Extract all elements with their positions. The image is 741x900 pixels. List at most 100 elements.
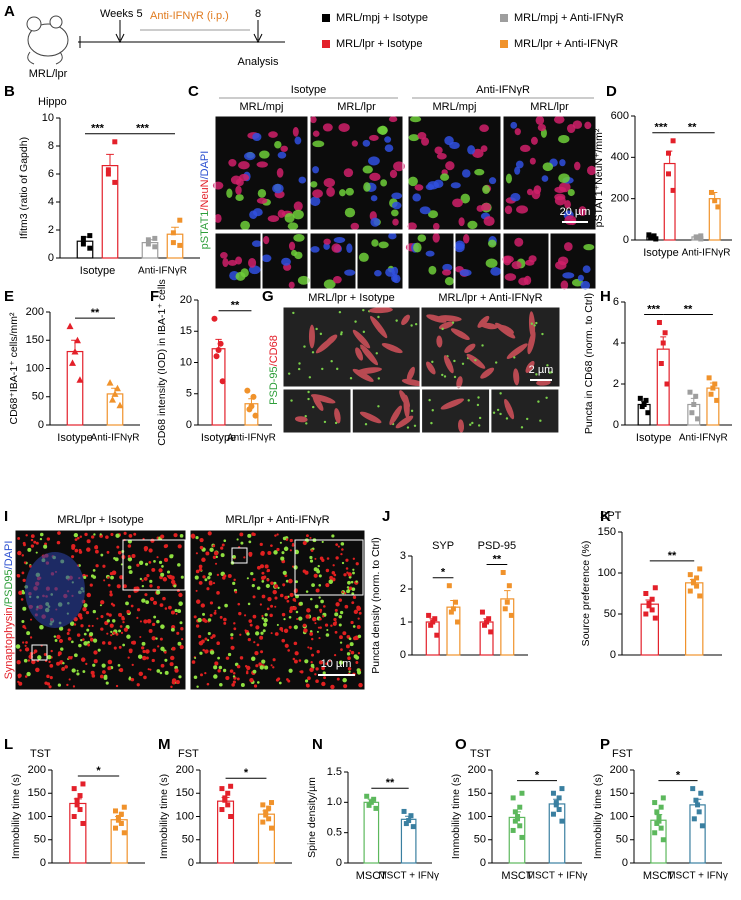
data-point [645, 410, 651, 416]
microglia-process [437, 315, 462, 322]
group-label: Anti-IFNγR [679, 433, 728, 444]
data-point [152, 244, 158, 250]
cell [433, 179, 444, 188]
punctum [279, 593, 284, 598]
punctum [316, 630, 319, 633]
punctum [160, 646, 165, 651]
punctum [95, 564, 99, 568]
synapse-punctum [535, 321, 538, 325]
punctum [146, 574, 150, 578]
micrograph-border [214, 115, 309, 231]
y-tick-label: 100 [28, 810, 46, 822]
punctum [247, 602, 251, 606]
data-point [715, 204, 721, 210]
cell [572, 120, 583, 129]
data-point [691, 816, 697, 822]
punctum [197, 617, 202, 623]
cell [414, 184, 424, 191]
punctum [116, 545, 120, 549]
punctum [148, 548, 153, 553]
cell [368, 156, 380, 166]
punctum [352, 625, 356, 628]
synapse-punctum [413, 424, 417, 427]
punctum [74, 538, 78, 542]
microglia-process [294, 416, 308, 423]
punctum [156, 556, 159, 559]
cell [358, 252, 369, 262]
synapse-punctum [362, 308, 365, 312]
punctum [293, 565, 298, 570]
punctum [44, 542, 48, 546]
punctum [92, 638, 98, 643]
punctum [276, 623, 279, 627]
punctum [99, 674, 104, 679]
punctum [21, 591, 25, 595]
panel-letter: H [600, 288, 611, 305]
cell [440, 173, 450, 181]
punctum [49, 676, 53, 680]
punctum [161, 565, 164, 568]
punctum [343, 684, 348, 689]
cell [235, 185, 242, 195]
punctum [113, 556, 116, 560]
cell [461, 169, 471, 178]
cell [577, 274, 584, 282]
punctum [35, 551, 38, 554]
punctum [46, 682, 51, 686]
micrograph-border [14, 529, 187, 691]
punctum [309, 559, 314, 563]
punctum [170, 655, 175, 661]
punctum [331, 534, 335, 538]
punctum [355, 580, 358, 583]
synapse-punctum [308, 376, 312, 379]
group-label: MSCT + IFNγ [667, 871, 728, 882]
punctum [100, 553, 104, 557]
cell [445, 161, 455, 171]
punctum [352, 568, 355, 571]
punctum [176, 589, 180, 593]
cell [267, 215, 280, 222]
y-tick-label: 4 [613, 337, 619, 349]
cell [288, 281, 295, 289]
bar [66, 350, 84, 426]
punctum [27, 547, 32, 552]
punctum [237, 602, 241, 606]
punctum [198, 634, 202, 639]
punctum [120, 631, 124, 634]
punctum [335, 543, 339, 547]
punctum [54, 639, 58, 642]
punctum [261, 571, 265, 575]
punctum [79, 535, 83, 538]
data-point [687, 389, 693, 395]
cell [363, 182, 371, 192]
cell [412, 193, 421, 202]
punctum [127, 594, 131, 598]
punctum [334, 608, 338, 612]
y-tick-label: 0.5 [327, 827, 342, 839]
punctum [345, 558, 349, 562]
microglia-process [368, 307, 393, 314]
punctum [179, 645, 184, 650]
punctum [287, 649, 290, 652]
punctum [334, 630, 338, 634]
punctum [357, 652, 361, 655]
panel-letter: M [158, 736, 171, 753]
microglia-process [456, 376, 463, 389]
punctum [330, 684, 335, 690]
y-tick-label: 50 [474, 834, 486, 846]
cell [272, 183, 284, 194]
legend-swatch [322, 40, 330, 48]
punctum [338, 660, 344, 665]
synapse-punctum [474, 358, 477, 362]
data-point [691, 402, 697, 407]
synapse-punctum [340, 333, 343, 336]
cell [518, 277, 529, 286]
synapse-punctum [330, 360, 333, 363]
cell [380, 179, 388, 187]
cell [230, 175, 242, 185]
cell [333, 275, 342, 284]
group-label: Isotype [636, 432, 671, 444]
y-tick-label: 20 [180, 294, 192, 306]
panel-letter: B [4, 83, 15, 100]
punctum [201, 557, 206, 563]
